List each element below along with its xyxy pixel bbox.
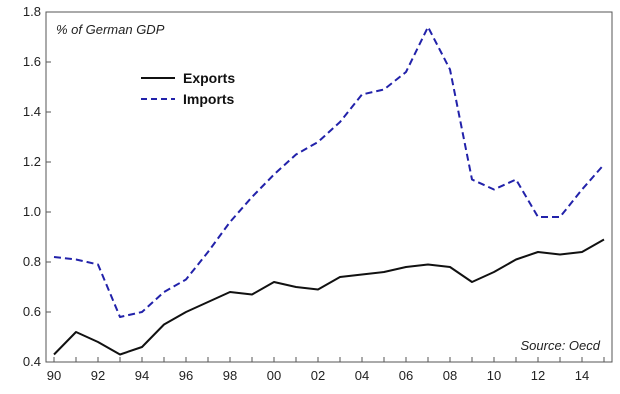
y-tick-label: 1.8: [23, 4, 41, 19]
x-tick-label: 94: [135, 368, 149, 383]
x-tick-label: 90: [47, 368, 61, 383]
legend-label-imports: Imports: [183, 91, 235, 107]
x-tick-label: 10: [487, 368, 501, 383]
series-layer: [53, 26, 605, 356]
legend-label-exports: Exports: [183, 70, 235, 86]
y-tick-label: 0.6: [23, 304, 41, 319]
source-annotation: Source: Oecd: [521, 338, 601, 353]
x-tick-label: 06: [399, 368, 413, 383]
y-tick-label: 0.8: [23, 254, 41, 269]
y-axis: 0.4 0.6 0.8 1.0 1.2 1.4 1.6 1.8: [23, 4, 51, 369]
x-tick-label: 92: [91, 368, 105, 383]
x-tick-label: 02: [311, 368, 325, 383]
y-tick-label: 1.0: [23, 204, 41, 219]
x-tick-label: 08: [443, 368, 457, 383]
y-tick-label: 1.6: [23, 54, 41, 69]
x-axis: 90 92 94 96 98 00 02 04 06 08 10 12 14: [47, 357, 605, 383]
plot-area: [45, 11, 613, 363]
legend: Exports Imports: [141, 70, 235, 107]
series-line-exports: [53, 238, 605, 356]
y-tick-label: 1.2: [23, 154, 41, 169]
x-tick-label: 14: [575, 368, 589, 383]
x-tick-label: 12: [531, 368, 545, 383]
y-axis-label: % of German GDP: [56, 22, 165, 37]
x-tick-label: 96: [179, 368, 193, 383]
x-tick-label: 04: [355, 368, 369, 383]
series-line-imports: [53, 26, 605, 318]
x-tick-label: 98: [223, 368, 237, 383]
y-tick-label: 0.4: [23, 354, 41, 369]
x-tick-label: 00: [267, 368, 281, 383]
y-tick-label: 1.4: [23, 104, 41, 119]
